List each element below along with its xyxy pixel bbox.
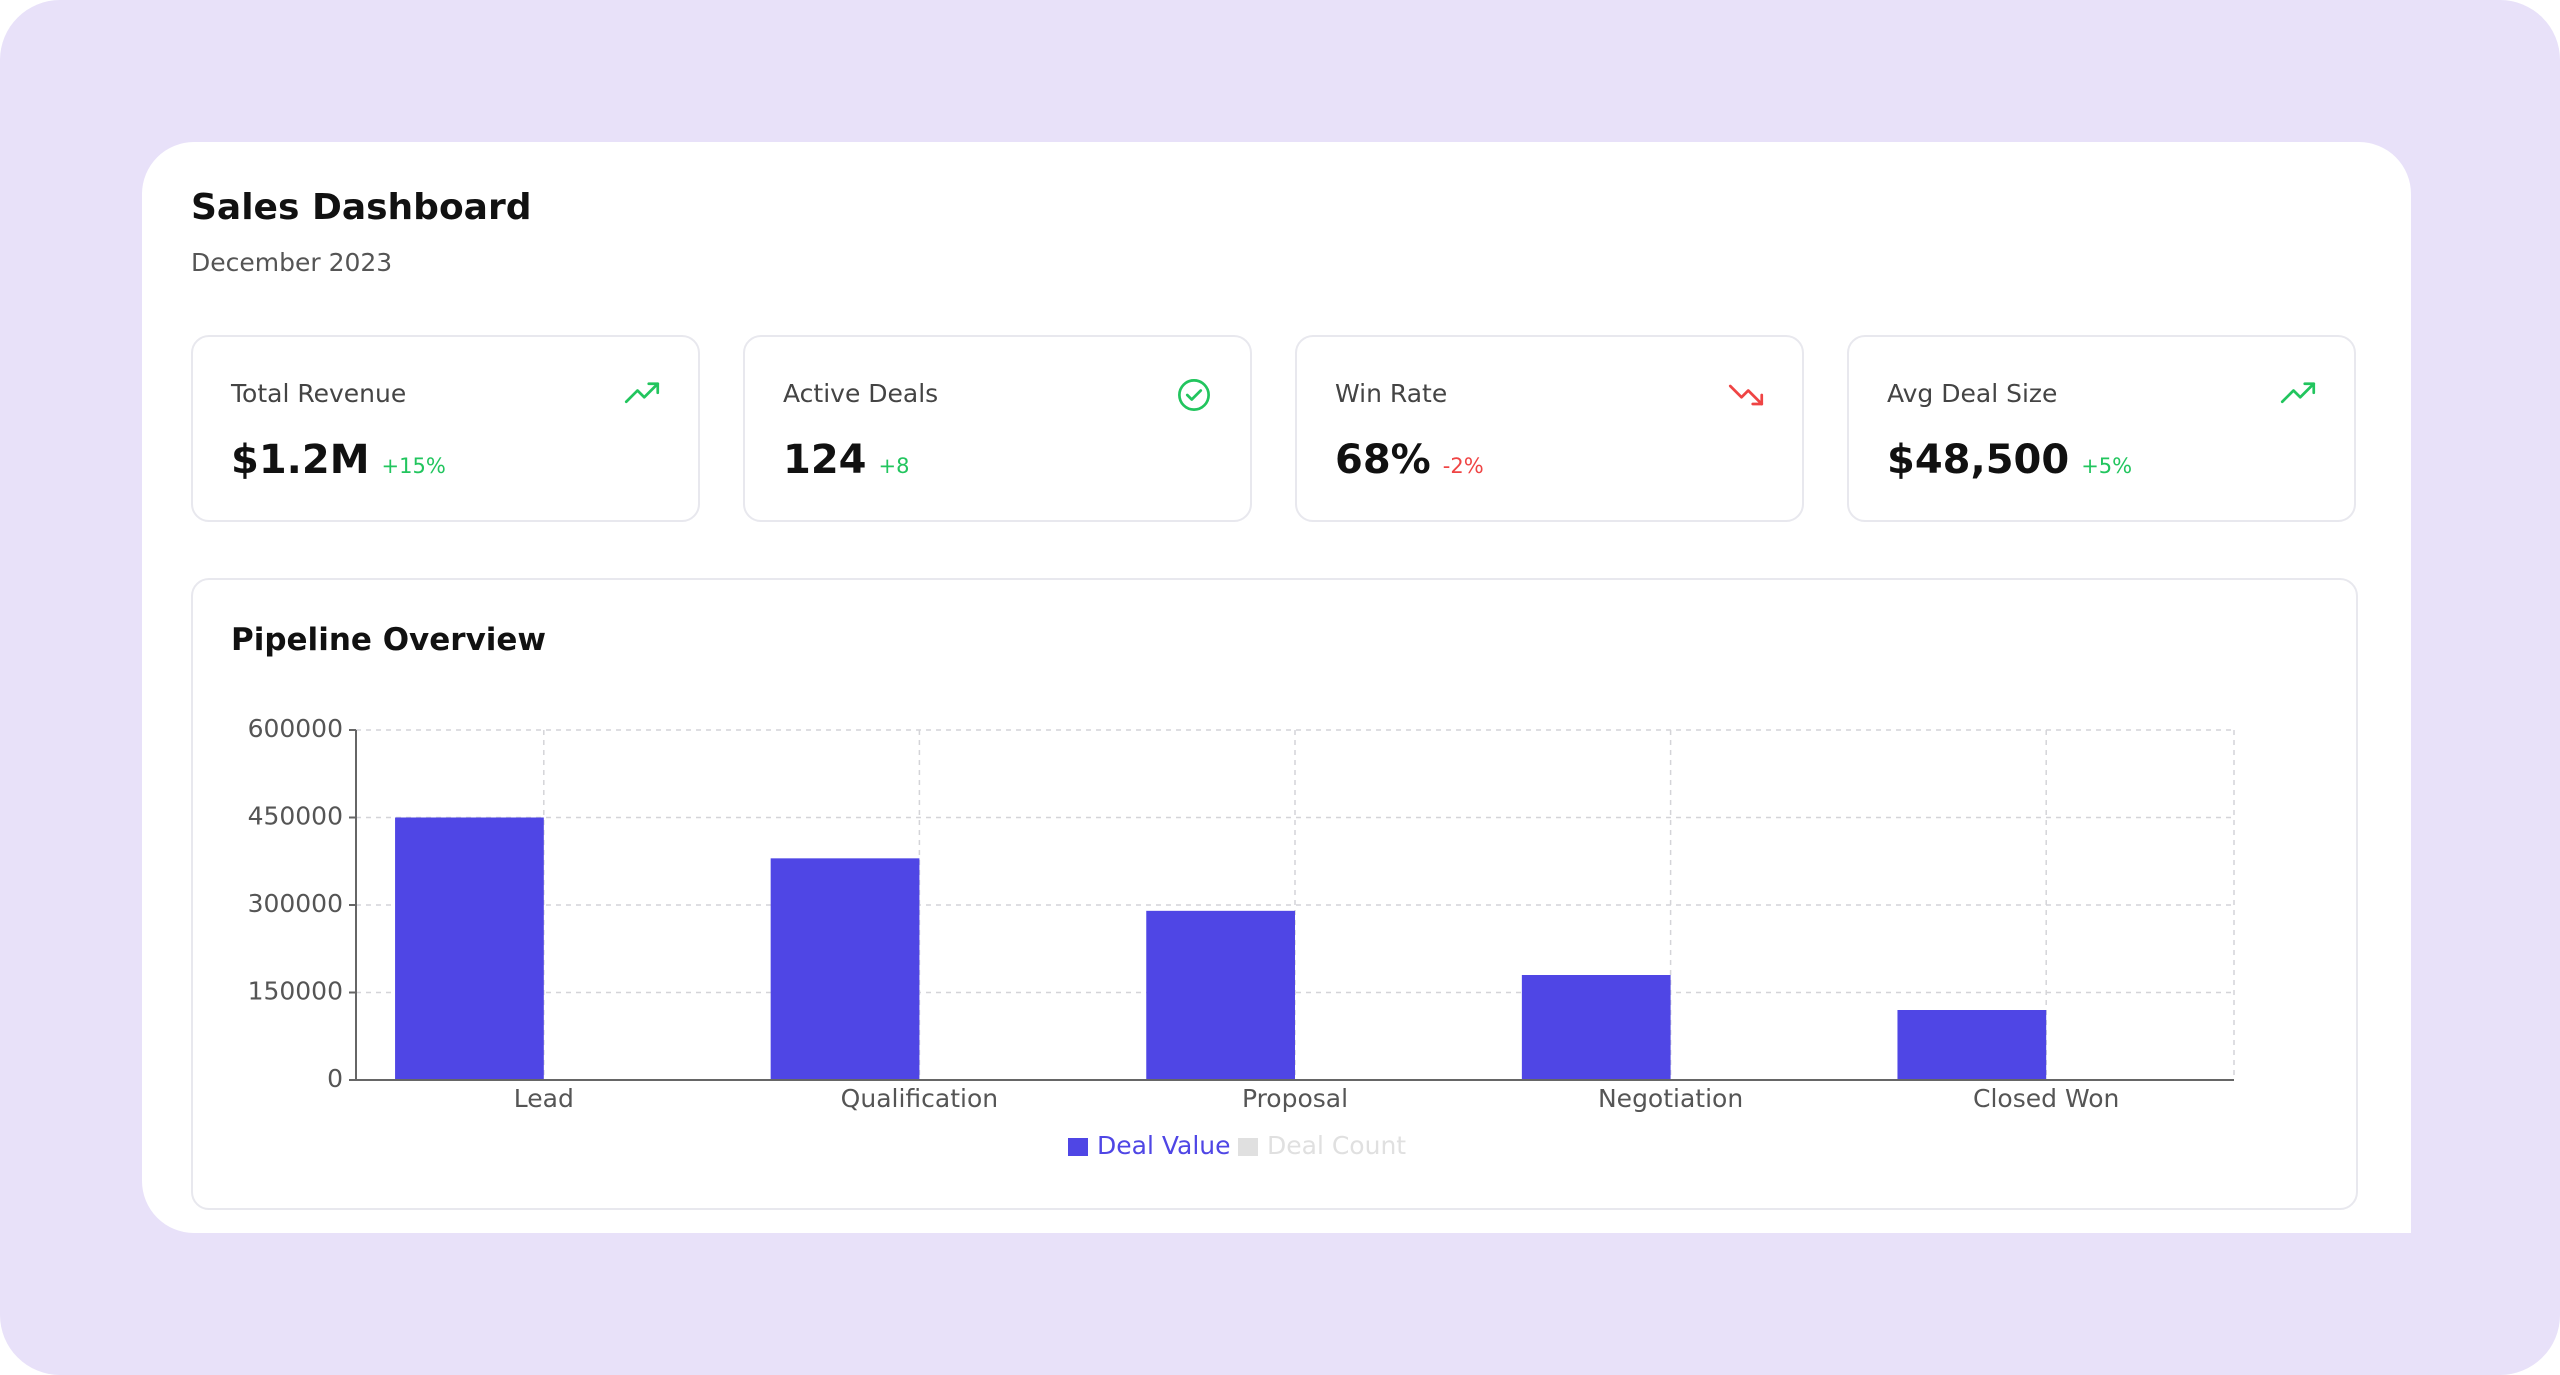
- x-tick-label: Qualification: [841, 1084, 998, 1113]
- kpi-value-text: 68%: [1335, 437, 1431, 483]
- y-tick-label: 0: [327, 1064, 343, 1093]
- kpi-label: Avg Deal Size: [1887, 379, 2058, 408]
- kpi-value: $48,500 +5%: [1887, 437, 2132, 483]
- kpi-value: 124 +8: [783, 437, 909, 483]
- legend-label[interactable]: Deal Value: [1097, 1131, 1231, 1160]
- dashboard-title: Sales Dashboard: [191, 187, 532, 228]
- kpi-card: Avg Deal Size $48,500 +5%: [1847, 335, 2356, 522]
- legend-label[interactable]: Deal Count: [1267, 1131, 1406, 1160]
- kpi-label: Total Revenue: [231, 379, 407, 408]
- kpi-change: +15%: [381, 454, 446, 478]
- kpi-change: -2%: [1442, 454, 1484, 478]
- kpi-change: +5%: [2081, 454, 2133, 478]
- y-tick-label: 600000: [248, 714, 343, 743]
- bar: [1521, 975, 1671, 1080]
- legend-swatch[interactable]: [1068, 1138, 1088, 1156]
- kpi-icon: [624, 382, 660, 404]
- kpi-card: Total Revenue $1.2M +15%: [191, 335, 700, 522]
- x-tick-label: Lead: [514, 1084, 574, 1113]
- chart-panel: Pipeline Overview 0 150000 300000 450000 600…: [191, 578, 2358, 1210]
- chart: 0 150000 300000 450000 600000 Lead Qualificati…: [248, 714, 2235, 1160]
- kpi-icon: [1178, 379, 1210, 411]
- x-tick-label: Proposal: [1242, 1084, 1348, 1113]
- kpi-card: Active Deals 124 +8: [743, 335, 1252, 522]
- legend-swatch[interactable]: [1238, 1138, 1258, 1156]
- x-tick-label: Closed Won: [1973, 1084, 2119, 1113]
- dashboard-subtitle: December 2023: [191, 248, 393, 277]
- bar: [395, 817, 544, 1080]
- kpi-label: Active Deals: [783, 379, 939, 408]
- kpi-icon: [1728, 384, 1764, 406]
- dashboard-card: Sales Dashboard December 2023 Total Reve…: [142, 142, 2411, 1233]
- kpi-value-text: 124: [783, 437, 867, 483]
- y-tick-label: 450000: [248, 802, 343, 831]
- y-tick-label: 300000: [248, 889, 343, 918]
- kpi-change: +8: [878, 454, 910, 478]
- x-tick-label: Negotiation: [1598, 1084, 1743, 1113]
- kpi-value: $1.2M +15%: [231, 437, 446, 483]
- y-tick-label: 150000: [248, 977, 343, 1006]
- chart-title: Pipeline Overview: [231, 622, 547, 658]
- kpi-card: Win Rate 68% -2%: [1295, 335, 1804, 522]
- kpi-icon: [2280, 382, 2316, 404]
- kpi-label: Win Rate: [1335, 379, 1448, 408]
- bar: [1897, 1010, 2047, 1080]
- kpi-value-text: $48,500: [1887, 437, 2070, 483]
- kpi-value-text: $1.2M: [231, 437, 370, 483]
- bar: [1146, 910, 1295, 1080]
- bar: [770, 858, 920, 1080]
- kpi-value: 68% -2%: [1335, 437, 1484, 483]
